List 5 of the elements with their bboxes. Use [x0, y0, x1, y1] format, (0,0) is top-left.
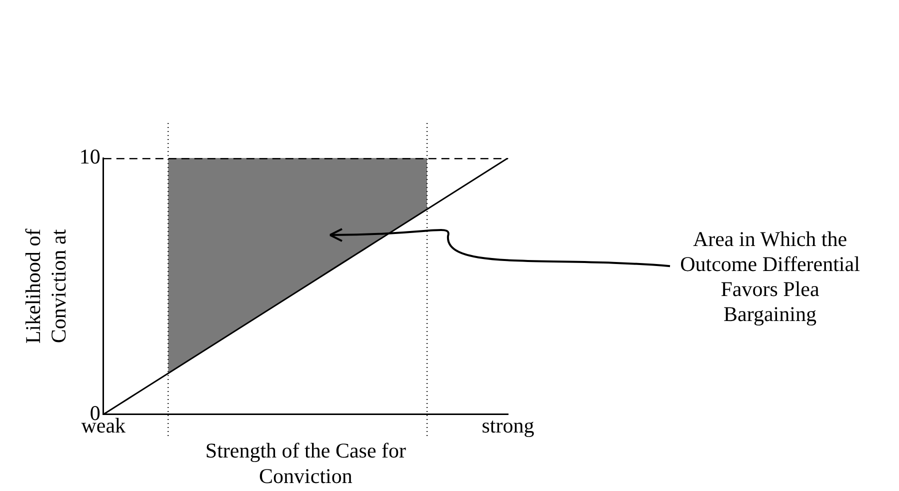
x-tick-label: strong: [482, 414, 535, 438]
x-axis-title: Strength of the Case for Conviction: [205, 438, 406, 488]
y-tick-label: 10: [79, 144, 100, 169]
text: Area in Which the Outcome Differential Favors Plea Bargaining: [680, 227, 860, 326]
y-axis-title: Likelihood of Conviction at: [21, 228, 70, 344]
